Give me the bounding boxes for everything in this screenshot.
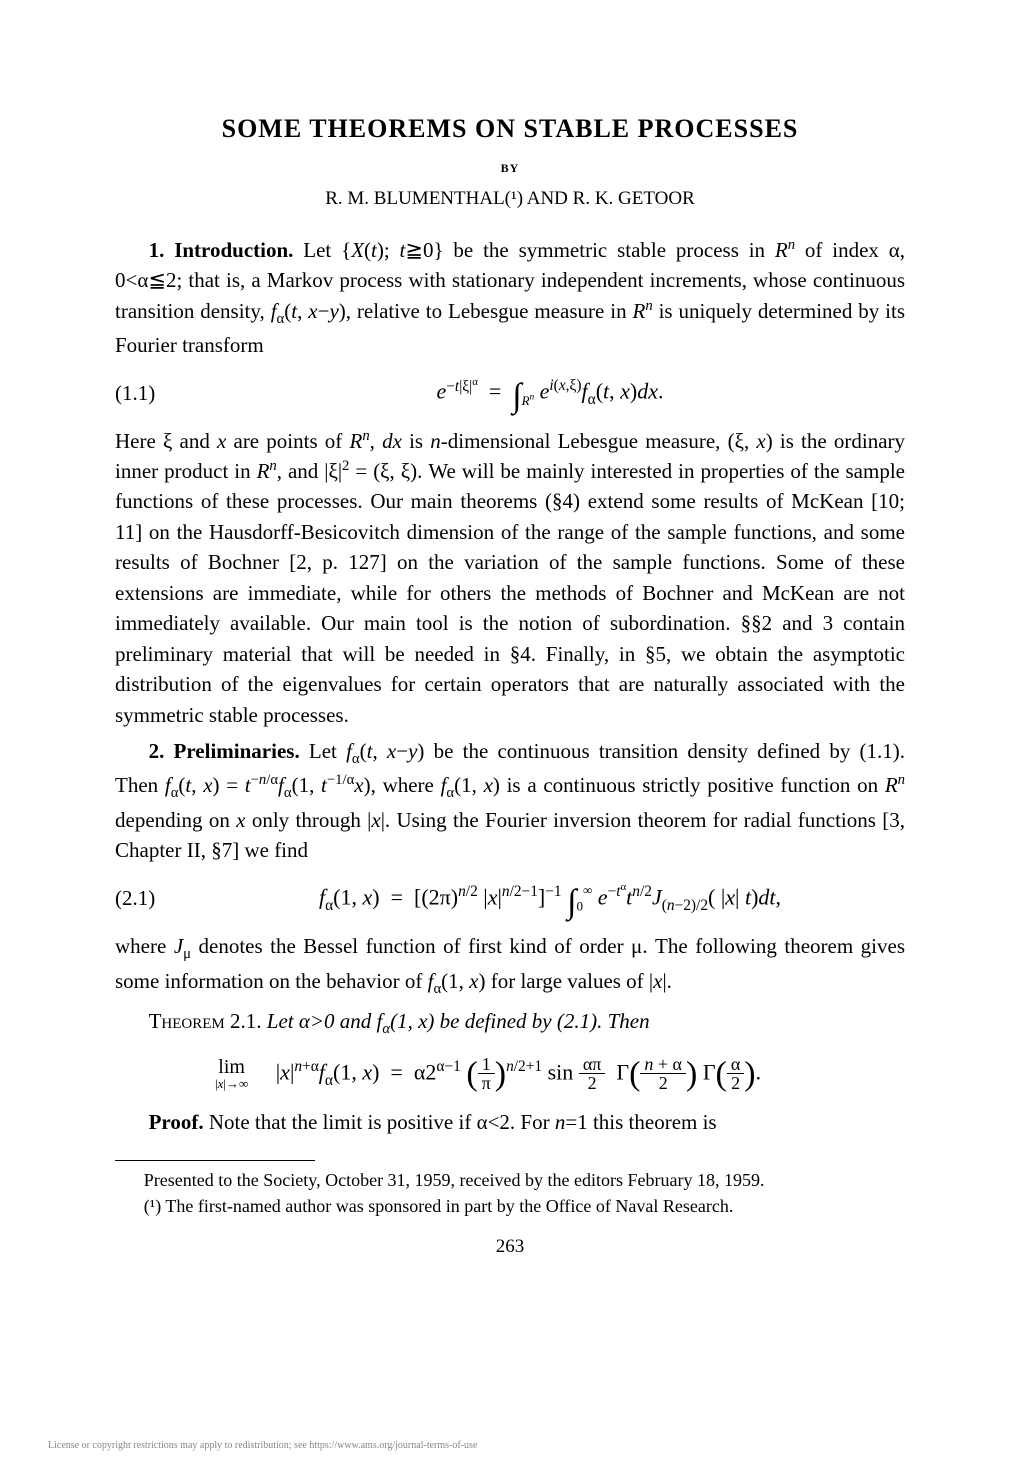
limit-eq-body: lim |x|→∞ |x|n+αfα(1, x) = α2α−1 (1π)n/2… [195,1055,905,1094]
by-line: BY [115,160,905,177]
proof-paragraph: Proof. Note that the limit is positive i… [115,1107,905,1137]
theorem-statement: Let α>0 and fα(1, x) be defined by (2.1)… [267,1009,650,1033]
eq-body-1-1: e−t|ξ|α = ∫Rn ei(x,ξ)fα(t, x)dx. [195,374,905,411]
page-number: 263 [115,1233,905,1261]
authors: R. M. BLUMENTHAL(¹) AND R. K. GETOOR [115,185,905,213]
license-text: License or copyright restrictions may ap… [48,1440,477,1451]
footnote-sponsor: (¹) The first-named author was sponsored… [115,1193,905,1219]
eq-num-1-1: (1.1) [115,378,195,408]
equation-1-1: (1.1) e−t|ξ|α = ∫Rn ei(x,ξ)fα(t, x)dx. [115,374,905,411]
paragraph-after-2-1: where Jμ denotes the Bessel function of … [115,931,905,1000]
intro-paragraph: 1. Introduction. Let {X(t); t≧0} be the … [115,235,905,361]
equation-2-1: (2.1) fα(1, x) = [(2π)n/2 |x|n/2−1]−1 ∫0… [115,880,905,917]
footnote-rule [115,1160,315,1161]
paper-page: SOME THEOREMS ON STABLE PROCESSES BY R. … [0,0,1020,1473]
paragraph-after-1-1: Here ξ and x are points of Rn, dx is n-d… [115,426,905,730]
eq-body-2-1: fα(1, x) = [(2π)n/2 |x|n/2−1]−1 ∫0∞ e−tα… [195,880,905,917]
footnote-presented: Presented to the Society, October 31, 19… [115,1167,905,1193]
limit-equation: lim |x|→∞ |x|n+αfα(1, x) = α2α−1 (1π)n/2… [115,1055,905,1094]
theorem-label: Theorem 2.1. [149,1009,262,1033]
lim-operator: lim |x|→∞ [215,1057,248,1090]
theorem-2-1: Theorem 2.1. Let α>0 and fα(1, x) be def… [115,1006,905,1041]
prelim-heading: 2. Preliminaries. [149,739,300,763]
preliminaries-paragraph: 2. Preliminaries. Let fα(t, x−y) be the … [115,736,905,866]
proof-heading: Proof. [149,1110,204,1134]
paper-title: SOME THEOREMS ON STABLE PROCESSES [115,110,905,148]
intro-heading: 1. Introduction. [149,238,294,262]
eq-num-2-1: (2.1) [115,883,195,913]
